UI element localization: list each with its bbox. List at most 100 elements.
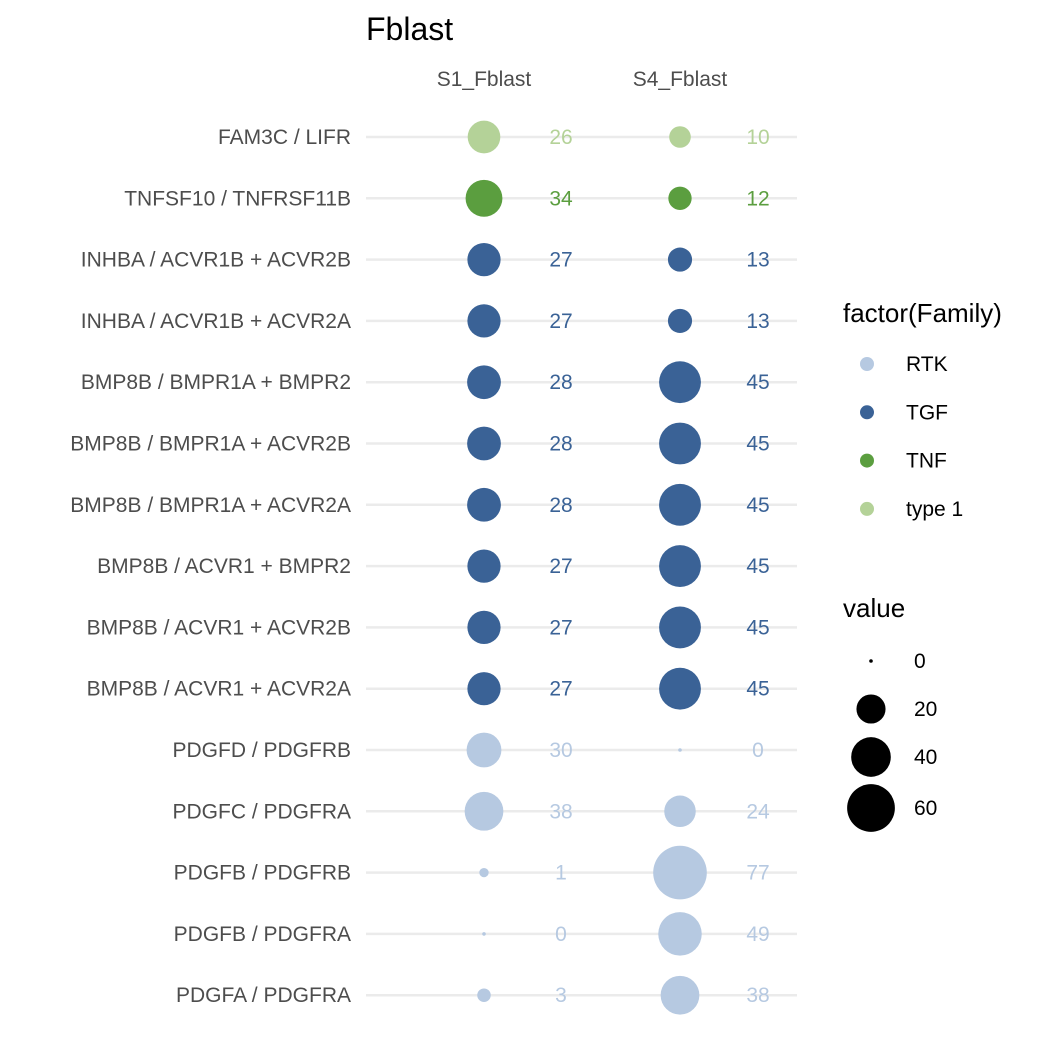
table-row: PDGFC / PDGFRA 38 24 bbox=[172, 791, 770, 831]
data-label: 45 bbox=[746, 678, 769, 701]
row-label: BMP8B / ACVR1 + ACVR2A bbox=[87, 678, 351, 701]
row-label: BMP8B / BMPR1A + ACVR2A bbox=[70, 494, 351, 517]
data-label: 0 bbox=[752, 739, 764, 762]
data-point bbox=[467, 365, 501, 400]
column-label-s4: S4_Fblast bbox=[633, 68, 728, 91]
table-row: BMP8B / ACVR1 + ACVR2B 27 45 bbox=[87, 606, 770, 649]
data-point bbox=[467, 120, 501, 154]
row-label: INHBA / ACVR1B + ACVR2A bbox=[81, 310, 351, 333]
row-label: INHBA / ACVR1B + ACVR2B bbox=[81, 249, 351, 272]
data-point bbox=[467, 610, 501, 645]
legend-label: type 1 bbox=[906, 498, 963, 521]
table-row: BMP8B / BMPR1A + BMPR2 28 45 bbox=[81, 361, 770, 404]
data-point bbox=[659, 361, 701, 404]
data-label: 10 bbox=[746, 126, 769, 149]
data-point bbox=[477, 988, 491, 1002]
size-label: 0 bbox=[914, 650, 926, 673]
size-key bbox=[847, 784, 895, 832]
data-label: 28 bbox=[549, 433, 572, 456]
size-legend-title: value bbox=[843, 593, 905, 623]
row-label: PDGFB / PDGFRB bbox=[174, 862, 351, 885]
data-label: 27 bbox=[549, 678, 572, 701]
size-key bbox=[851, 737, 891, 777]
row-label: BMP8B / ACVR1 + ACVR2B bbox=[87, 616, 351, 639]
data-point bbox=[667, 308, 693, 333]
family-legend: factor(Family) RTK TGF TNF type 1 bbox=[843, 298, 1002, 521]
data-point bbox=[465, 179, 503, 217]
size-legend: value 0 20 40 60 bbox=[843, 593, 937, 832]
data-label: 12 bbox=[746, 187, 769, 210]
data-point bbox=[664, 795, 696, 828]
data-point bbox=[668, 186, 692, 210]
table-row: BMP8B / BMPR1A + ACVR2A 28 45 bbox=[70, 483, 770, 526]
data-label: 45 bbox=[746, 371, 769, 394]
data-label: 30 bbox=[549, 739, 572, 762]
data-label: 45 bbox=[746, 555, 769, 578]
size-label: 40 bbox=[914, 746, 937, 769]
row-label: PDGFA / PDGFRA bbox=[176, 984, 351, 1007]
data-label: 49 bbox=[746, 923, 769, 946]
data-point bbox=[467, 487, 501, 522]
row-label: PDGFD / PDGFRB bbox=[172, 739, 351, 762]
data-point bbox=[467, 426, 501, 461]
table-row: BMP8B / BMPR1A + ACVR2B 28 45 bbox=[70, 422, 770, 465]
data-label: 77 bbox=[746, 862, 769, 885]
data-label: 28 bbox=[549, 371, 572, 394]
data-point bbox=[659, 483, 701, 526]
data-label: 28 bbox=[549, 494, 572, 517]
legend-label: TGF bbox=[906, 401, 948, 424]
data-label: 38 bbox=[746, 984, 769, 1007]
legend-key bbox=[860, 357, 874, 371]
row-label: BMP8B / ACVR1 + BMPR2 bbox=[97, 555, 351, 578]
data-label: 34 bbox=[549, 187, 573, 210]
data-label: 27 bbox=[549, 249, 572, 272]
table-row: BMP8B / ACVR1 + BMPR2 27 45 bbox=[97, 545, 770, 588]
row-label: TNFSF10 / TNFRSF11B bbox=[124, 187, 351, 210]
column-label-s1: S1_Fblast bbox=[437, 68, 532, 91]
data-point bbox=[467, 672, 501, 706]
table-row: INHBA / ACVR1B + ACVR2B 27 13 bbox=[81, 242, 770, 277]
legend-key bbox=[860, 453, 874, 468]
data-point bbox=[658, 912, 702, 956]
row-label: PDGFC / PDGFRA bbox=[172, 800, 351, 823]
data-label: 38 bbox=[549, 800, 572, 823]
data-label: 1 bbox=[555, 862, 567, 885]
chart-title: Fblast bbox=[366, 11, 453, 47]
gridlines bbox=[366, 135, 797, 997]
data-label: 3 bbox=[555, 984, 567, 1007]
data-label: 0 bbox=[555, 923, 567, 946]
data-point bbox=[467, 549, 501, 583]
table-row: INHBA / ACVR1B + ACVR2A 27 13 bbox=[81, 304, 770, 338]
data-point bbox=[678, 748, 682, 752]
table-row: PDGFB / PDGFRB 1 77 bbox=[174, 845, 770, 900]
data-point bbox=[467, 304, 501, 338]
data-point bbox=[667, 247, 693, 272]
data-label: 45 bbox=[746, 433, 769, 456]
data-point bbox=[479, 867, 489, 878]
data-label: 26 bbox=[549, 126, 572, 149]
data-label: 13 bbox=[746, 249, 769, 272]
data-point bbox=[660, 975, 700, 1015]
size-label: 20 bbox=[914, 698, 937, 721]
row-label: BMP8B / BMPR1A + BMPR2 bbox=[81, 371, 351, 394]
data-point bbox=[482, 932, 486, 936]
table-row: FAM3C / LIFR 26 10 bbox=[218, 120, 770, 154]
data-label: 45 bbox=[746, 494, 769, 517]
legend-label: RTK bbox=[906, 353, 948, 376]
size-key bbox=[856, 694, 886, 724]
family-legend-title: factor(Family) bbox=[843, 298, 1002, 328]
table-row: TNFSF10 / TNFRSF11B 34 12 bbox=[124, 179, 770, 217]
data-point bbox=[669, 126, 691, 148]
legend-label: TNF bbox=[906, 450, 947, 473]
size-key bbox=[869, 659, 873, 663]
table-row: PDGFA / PDGFRA 3 38 bbox=[176, 975, 770, 1015]
data-point bbox=[653, 845, 707, 900]
table-row: PDGFB / PDGFRA 0 49 bbox=[174, 912, 770, 956]
table-row: BMP8B / ACVR1 + ACVR2A 27 45 bbox=[87, 667, 770, 710]
row-label: FAM3C / LIFR bbox=[218, 126, 351, 149]
legend-key bbox=[860, 501, 874, 516]
table-row: PDGFD / PDGFRB 30 0 bbox=[172, 732, 764, 768]
data-label: 27 bbox=[549, 555, 572, 578]
